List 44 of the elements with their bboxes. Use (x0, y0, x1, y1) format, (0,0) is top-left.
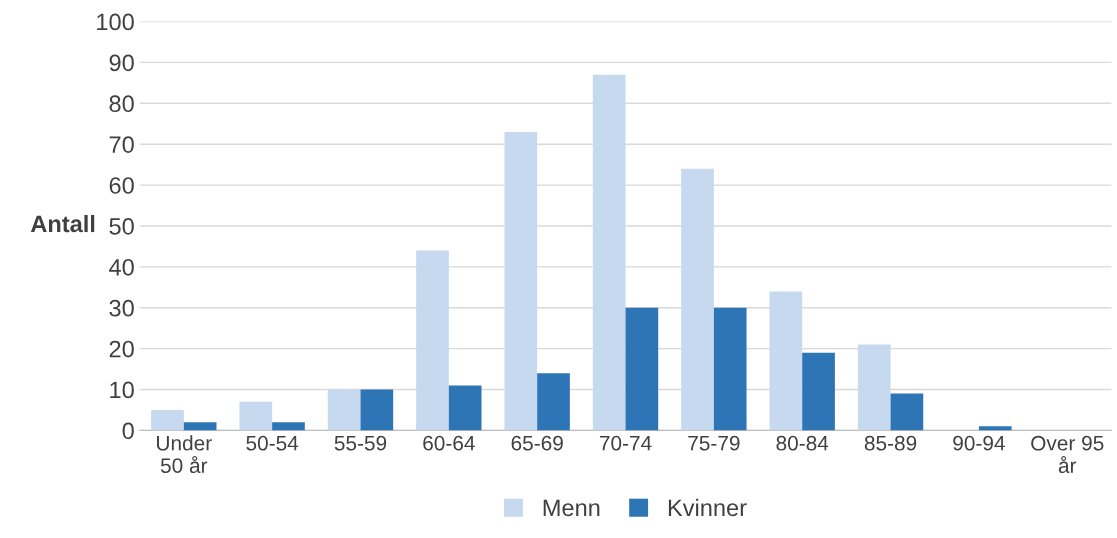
x-tick-label: Under 50 år (157, 435, 212, 473)
y-tick-label: 60 (109, 177, 134, 194)
legend-label: Menn (543, 499, 600, 517)
x-tick-label: 80-84 (776, 435, 829, 451)
y-tick-label: 30 (109, 299, 134, 317)
bar (802, 352, 835, 431)
x-tick-label: 90-94 (953, 435, 1005, 451)
y-tick-label: 80 (109, 95, 134, 113)
bar (239, 401, 273, 431)
bar (625, 307, 659, 431)
bar (890, 393, 924, 431)
bar (448, 385, 482, 431)
x-tick-label: 50-54 (246, 435, 299, 451)
bar (857, 344, 891, 431)
bar (416, 250, 449, 431)
x-tick-label: 75-79 (688, 435, 740, 451)
bar (504, 131, 538, 431)
y-tick-label: 10 (110, 381, 134, 399)
bar (713, 307, 747, 431)
y-tick-label: 70 (109, 136, 134, 153)
y-tick-label: 20 (109, 340, 134, 358)
bar (327, 389, 361, 431)
x-tick-label: 85-89 (864, 435, 917, 451)
y-axis-title: Antall (30, 214, 95, 233)
bar (360, 389, 394, 431)
bar (151, 409, 184, 431)
bar (183, 422, 217, 431)
legend-label: Kvinner (668, 498, 747, 517)
bar (592, 74, 626, 431)
x-tick-label: Over 95 år (1031, 435, 1104, 473)
x-tick-label: 65-69 (511, 435, 563, 451)
bar (537, 373, 570, 431)
y-tick-label: 100 (97, 13, 134, 31)
x-tick-label: 60-64 (423, 435, 475, 451)
y-tick-label: 50 (109, 218, 134, 235)
bar (978, 426, 1012, 431)
bar (769, 291, 803, 431)
y-tick-label: 40 (109, 258, 134, 276)
x-tick-label: 70-74 (599, 435, 652, 451)
bar (272, 422, 305, 431)
bar (681, 168, 714, 431)
x-tick-label: 55-59 (334, 435, 387, 451)
y-tick-label: 90 (109, 54, 134, 72)
y-tick-label: 0 (122, 422, 134, 440)
